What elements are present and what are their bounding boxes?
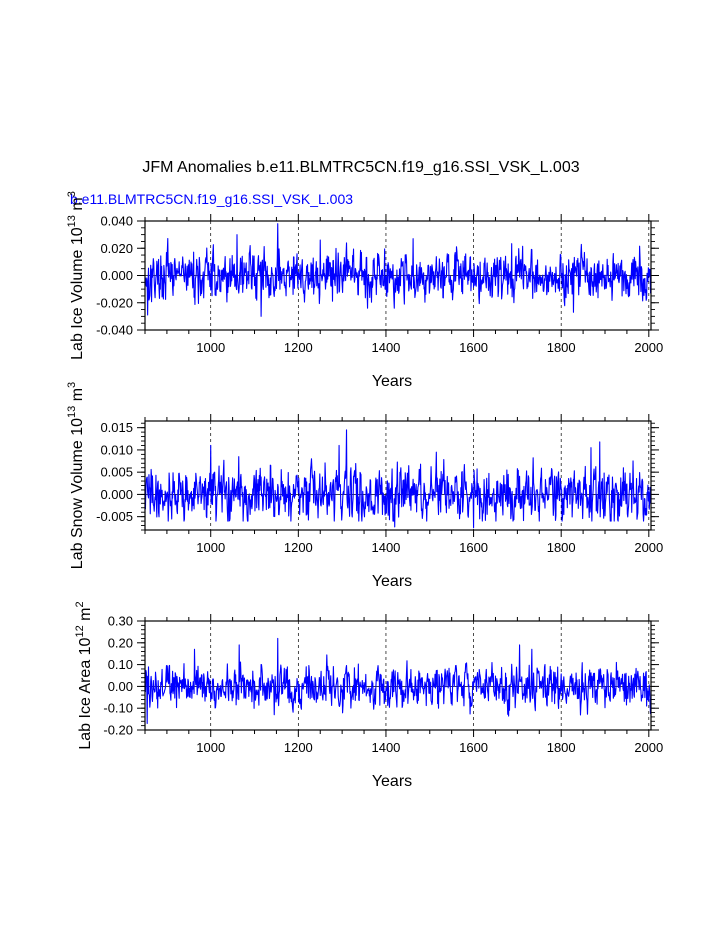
panel-ice-area: 1000 1200 1400 1600 1800 2000 -0.20 -0.10 0.00 0.… <box>74 601 663 790</box>
y-tick-label: 0.20 <box>108 635 133 650</box>
series-line-snow-volume <box>144 429 652 529</box>
y-tick-label: 0.000 <box>100 268 133 283</box>
y-tick-label: -0.040 <box>96 323 133 338</box>
y-axis-label-text: m <box>69 197 86 215</box>
x-tick-label: 1800 <box>547 540 576 555</box>
y-tick-label: 0.10 <box>108 657 133 672</box>
y-tick-label: 0.010 <box>100 442 133 457</box>
x-tick-label: 1800 <box>547 340 576 355</box>
y-tick-label: -0.20 <box>103 723 133 738</box>
y-axis-label-exponent: 2 <box>74 601 86 607</box>
y-tick-label: 0.040 <box>100 214 133 229</box>
x-axis-label: Years <box>372 373 412 390</box>
x-tick-label: 1400 <box>371 540 400 555</box>
y-axis-label: Lab Ice Area 1012 m2 <box>74 601 94 749</box>
y-tick-label: -0.020 <box>96 295 133 310</box>
y-axis-label-text: Lab Ice Area 10 <box>77 637 94 749</box>
x-tick-label: 1200 <box>284 740 313 755</box>
x-tick-label: 1400 <box>371 340 400 355</box>
y-axis-label-exponent: 13 <box>66 215 78 227</box>
panel-snow-volume: 1000 1200 1400 1600 1800 2000 -0.005 0.000 0.005… <box>66 382 663 590</box>
y-tick-label: 0.005 <box>100 465 133 480</box>
y-axis-label-text: m <box>77 608 94 626</box>
x-tick-label: 1600 <box>459 540 488 555</box>
y-tick-label: 0.30 <box>108 614 133 629</box>
figure-title: JFM Anomalies b.e11.BLMTRC5CN.f19_g16.SS… <box>142 159 579 176</box>
y-axis-label-text: Lab Ice Volume 10 <box>69 227 86 360</box>
series-line-ice-area <box>144 637 652 725</box>
y-axis-label-exponent: 13 <box>66 406 78 418</box>
x-tick-label: 1800 <box>547 740 576 755</box>
y-tick-label: 0.020 <box>100 241 133 256</box>
y-axis-label: Lab Ice Volume 1013 m3 <box>66 191 86 360</box>
y-tick-label: 0.00 <box>108 679 133 694</box>
y-tick-label: 0.000 <box>100 487 133 502</box>
y-axis-label-exponent: 12 <box>74 625 86 637</box>
x-tick-label: 1600 <box>459 340 488 355</box>
x-tick-label: 1000 <box>196 740 225 755</box>
x-tick-label: 2000 <box>634 340 663 355</box>
y-tick-label: -0.10 <box>103 701 133 716</box>
x-tick-label: 1600 <box>459 740 488 755</box>
plot-frame <box>144 620 652 731</box>
figure-subtitle: b.e11.BLMTRC5CN.f19_g16.SSI_VSK_L.003 <box>70 191 353 207</box>
x-tick-label: 1000 <box>196 540 225 555</box>
x-tick-label: 2000 <box>634 540 663 555</box>
x-axis-label: Years <box>372 573 412 590</box>
y-axis-label-text: m <box>69 388 86 406</box>
y-axis-label-exponent: 3 <box>66 191 78 197</box>
x-tick-label: 1400 <box>371 740 400 755</box>
x-axis-label: Years <box>372 773 412 790</box>
panel-ice-volume: 1000 1200 1400 1600 1800 2000 -0.040 -0.020 0.00… <box>66 191 663 390</box>
y-axis-label-exponent: 3 <box>66 382 78 388</box>
x-tick-label: 1200 <box>284 540 313 555</box>
x-tick-label: 1200 <box>284 340 313 355</box>
y-tick-label: -0.005 <box>96 509 133 524</box>
x-tick-label: 1000 <box>196 340 225 355</box>
x-tick-label: 2000 <box>634 740 663 755</box>
plot-frame <box>144 420 652 531</box>
series-line-ice-volume <box>144 223 652 317</box>
panels: 1000 1200 1400 1600 1800 2000 -0.040 -0.020 0.00… <box>66 191 663 790</box>
y-tick-label: 0.015 <box>100 420 133 435</box>
y-axis-label: Lab Snow Volume 1013 m3 <box>66 382 86 569</box>
y-axis-label-text: Lab Snow Volume 10 <box>69 418 86 569</box>
